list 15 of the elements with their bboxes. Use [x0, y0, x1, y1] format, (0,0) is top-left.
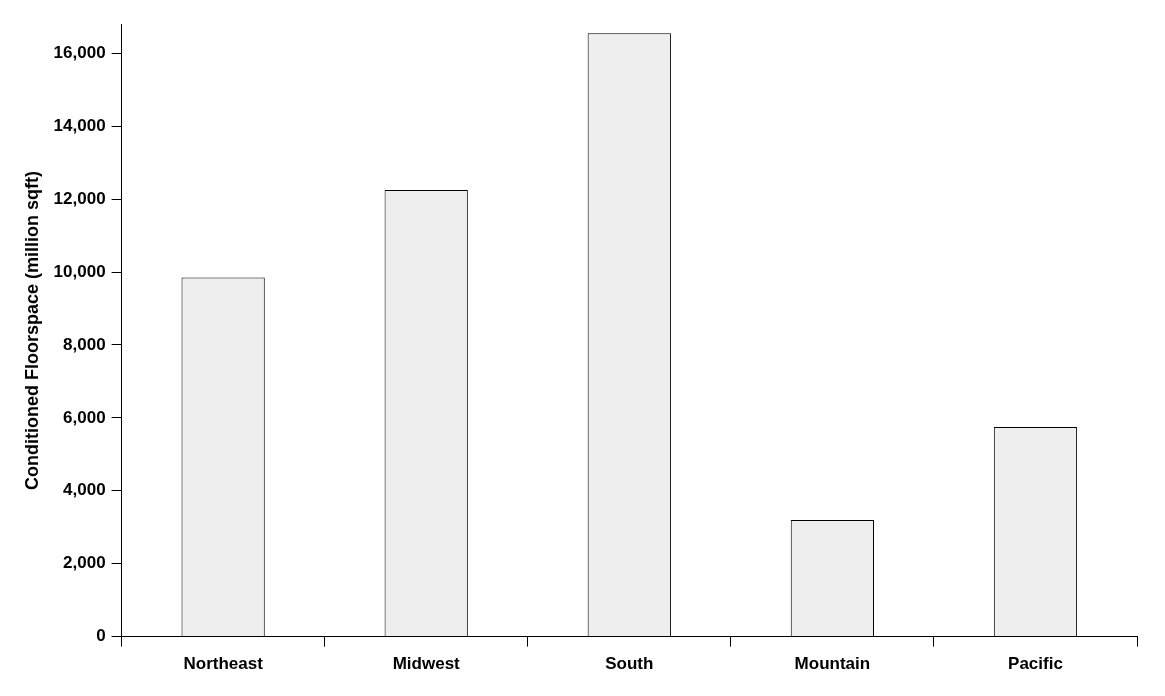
y-tick-label: 12,000	[53, 188, 106, 208]
y-tick-label: 14,000	[53, 115, 106, 135]
x-tick-label: Pacific	[1008, 654, 1063, 674]
x-tick-label: Mountain	[794, 654, 871, 674]
x-tick-label: Northeast	[183, 654, 264, 674]
y-tick-label: 16,000	[53, 43, 106, 63]
y-tick-label: 4,000	[63, 480, 106, 500]
x-tick-label: South	[605, 654, 654, 674]
y-tick-label: 2,000	[63, 553, 106, 573]
x-tick-label: Midwest	[392, 654, 461, 674]
y-tick-label: 8,000	[63, 334, 106, 354]
y-tick-label: 0	[96, 626, 106, 646]
y-tick-label: 6,000	[63, 407, 106, 427]
y-axis-title: Conditioned Floorspace (million sqft)	[21, 170, 42, 490]
y-tick-label: 10,000	[53, 261, 106, 281]
